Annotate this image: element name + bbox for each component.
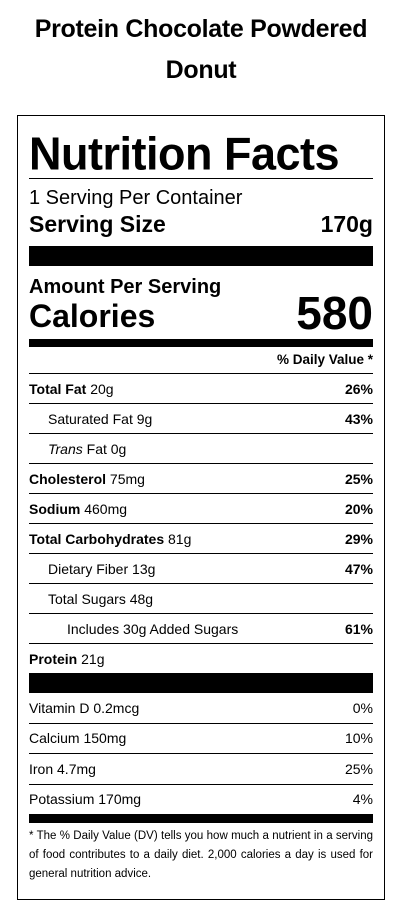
nutrient-dv: 25%: [344, 470, 373, 487]
nutrient-name: Saturated Fat: [48, 410, 133, 427]
vitamin-name: Calcium: [29, 730, 80, 747]
calories-value: 580: [296, 287, 373, 339]
nutrient-row-sodium: Sodium 460mg 20%: [29, 494, 373, 524]
nutrient-dv: 26%: [344, 380, 373, 397]
nutrient-amount: 13g: [132, 560, 156, 577]
nutrient-amount: 20g: [90, 380, 114, 397]
footnote: * The % Daily Value (DV) tells you how m…: [29, 830, 373, 880]
vitamin-name: Vitamin D: [29, 699, 90, 716]
vitamin-amount: 150mg: [83, 730, 127, 747]
nutrient-name: Includes 30g Added Sugars: [67, 620, 239, 637]
nutrient-name: Total Carbohydrates: [29, 530, 165, 547]
vitamin-row-potassium: Potassium 170mg 4%: [29, 785, 373, 815]
serving-size-value: 170g: [320, 211, 373, 237]
nutrient-row-added-sugars: Includes 30g Added Sugars 61%: [29, 614, 373, 644]
nutrient-amount: 460mg: [84, 500, 128, 517]
nutrient-dv: 43%: [344, 410, 373, 427]
calories-row: Calories 580: [29, 287, 373, 339]
nutrient-name: Sodium: [29, 500, 81, 517]
vitamin-amount: 4.7mg: [57, 760, 96, 777]
nutrient-row-total-carbohydrates: Total Carbohydrates 81g 29%: [29, 524, 373, 554]
vitamin-name: Potassium: [29, 791, 95, 808]
vitamin-dv: 25%: [344, 760, 373, 777]
product-title: Protein Chocolate Powdered Donut: [34, 15, 368, 84]
vitamin-dv: 4%: [352, 791, 373, 808]
vitamin-amount: 170mg: [98, 791, 142, 808]
vitamin-row-vitamin-d: Vitamin D 0.2mcg 0%: [29, 693, 373, 724]
nutrition-facts-label: Nutrition Facts 1 Serving Per Container …: [17, 115, 385, 900]
nutrient-amount: 0g: [110, 440, 127, 457]
nutrient-amount: 9g: [136, 410, 153, 427]
nutrient-dv: 20%: [344, 500, 373, 517]
nutrient-dv: 61%: [344, 620, 373, 637]
nutrient-dv: 47%: [344, 560, 373, 577]
nutrition-facts-heading: Nutrition Facts: [29, 127, 340, 180]
nutrient-row-protein: Protein 21g: [29, 644, 373, 673]
nutrient-name: Trans: [48, 440, 83, 457]
serving-size-label: Serving Size: [29, 211, 166, 237]
nutrient-name: Dietary Fiber: [48, 560, 129, 577]
nutrient-row-dietary-fiber: Dietary Fiber 13g 47%: [29, 554, 373, 584]
nutrient-amount: 48g: [129, 590, 154, 607]
nutrient-name: Cholesterol: [29, 470, 107, 487]
vitamin-amount: 0.2mcg: [93, 699, 140, 716]
nutrient-name: Total Fat: [29, 380, 87, 397]
nutrient-name: Protein: [29, 650, 78, 667]
nutrient-amount: 75mg: [109, 470, 145, 487]
vitamin-row-iron: Iron 4.7mg 25%: [29, 754, 373, 785]
nutrient-amount: 81g: [168, 530, 192, 547]
servings-per-container: 1 Serving Per Container: [29, 187, 243, 209]
vitamin-dv: 10%: [344, 730, 373, 747]
daily-value-header: % Daily Value *: [29, 347, 373, 374]
nutrient-row-trans-fat: Trans Fat 0g: [29, 434, 373, 464]
nutrient-row-total-sugars: Total Sugars 48g: [29, 584, 373, 614]
vitamin-row-calcium: Calcium 150mg 10%: [29, 724, 373, 754]
serving-size-row: Serving Size 170g: [29, 211, 373, 237]
nutrient-dv: 29%: [344, 530, 373, 547]
nutrient-name: Total Sugars: [48, 590, 126, 607]
thick-divider: [29, 673, 373, 693]
calories-label: Calories: [29, 298, 156, 334]
vitamin-name: Iron: [29, 760, 54, 777]
footnote-divider: [29, 814, 373, 823]
nutrient-row-cholesterol: Cholesterol 75mg 25%: [29, 464, 373, 494]
nutrient-row-saturated-fat: Saturated Fat 9g 43%: [29, 404, 373, 434]
nutrient-row-total-fat: Total Fat 20g 26%: [29, 374, 373, 404]
amount-per-serving: Amount Per Serving: [29, 276, 222, 298]
medium-divider: [29, 339, 373, 347]
vitamin-dv: 0%: [352, 699, 373, 716]
divider: [29, 178, 373, 179]
nutrient-name-suffix: Fat: [86, 440, 107, 457]
thick-divider: [29, 246, 373, 266]
nutrient-amount: 21g: [81, 650, 105, 667]
